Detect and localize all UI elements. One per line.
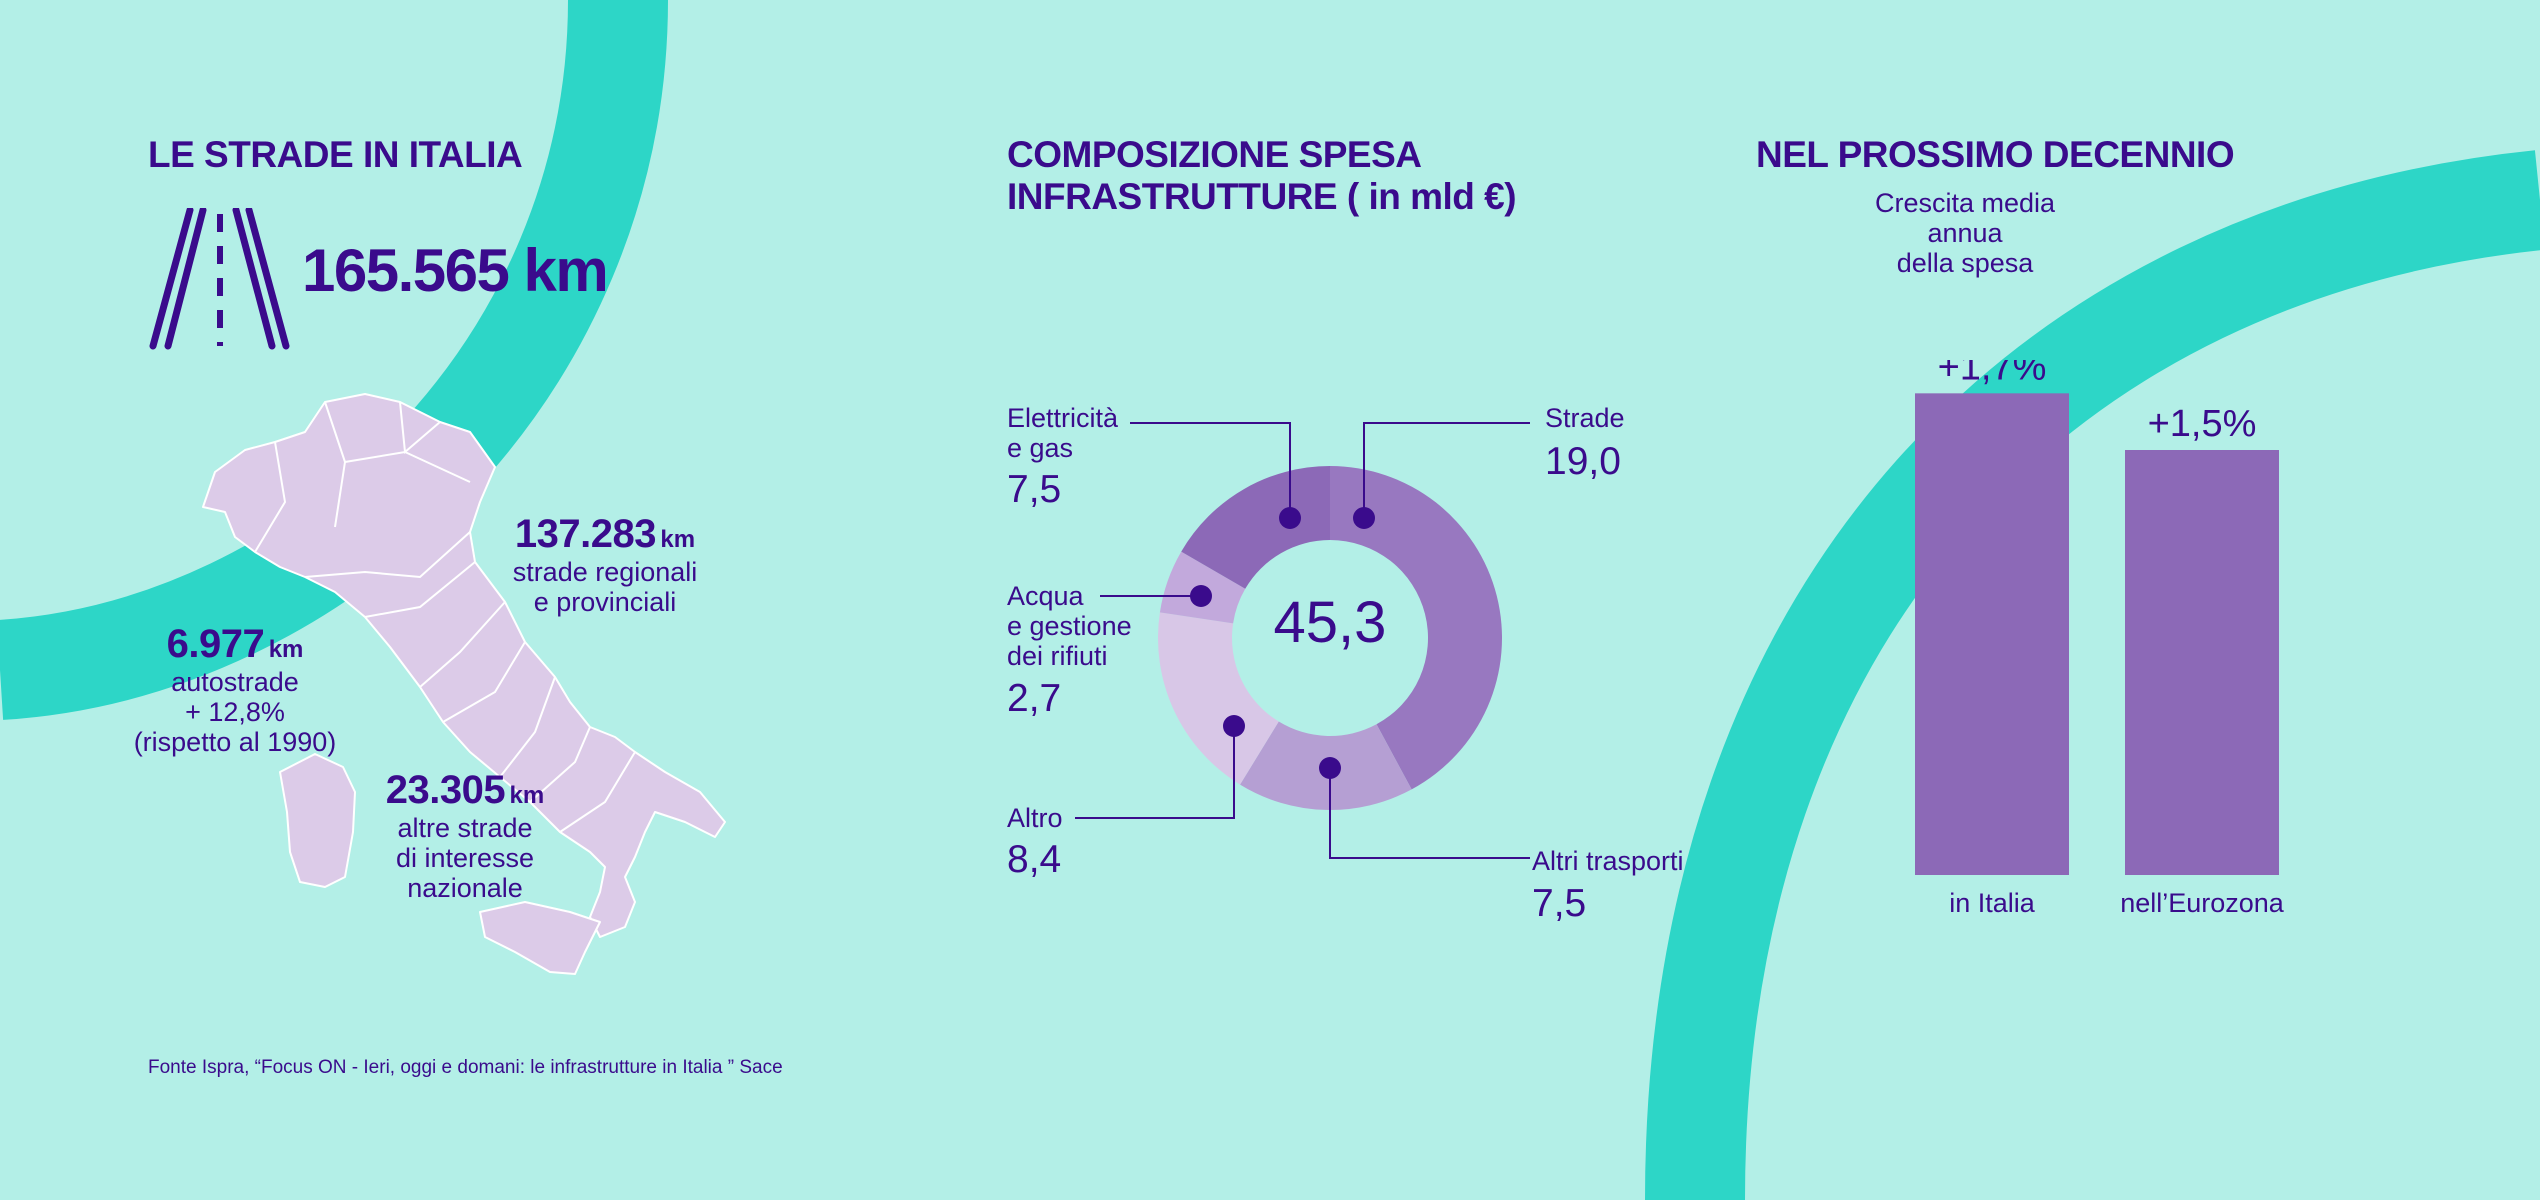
- marker-strade: [1353, 507, 1375, 529]
- donut-slice-altro: [1158, 612, 1279, 785]
- total-km: 165.565 km: [302, 237, 609, 304]
- donut-leader-lines: [1075, 422, 1530, 859]
- stat-regional-unit: km: [660, 526, 696, 553]
- stat-regional-number: 137.283: [514, 512, 657, 556]
- stat-regional-desc2: e provinciali: [533, 587, 677, 617]
- stat-national-number: 23.305: [385, 768, 506, 812]
- stat-national-desc1: altre strade: [397, 813, 533, 843]
- bar-category-label-eurozona: nell’Eurozona: [2120, 888, 2285, 918]
- stat-highways-unit: km: [268, 636, 304, 663]
- source-note: Fonte Ispra, “Focus ON - Ieri, oggi e do…: [148, 1057, 783, 1078]
- stat-regional-desc1: strade regionali: [512, 557, 698, 587]
- label-acqua-1: Acqua: [1007, 581, 1084, 611]
- marker-elettricita: [1279, 507, 1301, 529]
- stat-national-unit: km: [509, 782, 545, 809]
- donut-slice-strade: [1330, 466, 1502, 790]
- stat-highways-desc2: + 12,8%: [185, 697, 285, 727]
- road-icon: [149, 208, 290, 350]
- value-strade: 19,0: [1545, 440, 1621, 483]
- section-title-spending-1: COMPOSIZIONE SPESA: [1007, 134, 1422, 175]
- bar-eurozona: [2125, 450, 2279, 875]
- label-elettricita-1: Elettricità: [1007, 403, 1119, 433]
- marker-acqua: [1190, 585, 1212, 607]
- label-strade: Strade: [1545, 403, 1625, 433]
- stat-national: 23.305 km altre strade di interesse nazi…: [350, 768, 580, 903]
- stat-highways-desc1: autostrade: [171, 667, 299, 697]
- marker-altro: [1223, 715, 1245, 737]
- donut-slices: [1158, 466, 1502, 810]
- bar-group: +1,7% in Italia +1,5% nell’Eurozona: [1915, 360, 2285, 918]
- decade-subtitle-1: Crescita media: [1874, 188, 2056, 218]
- section-title-roads: LE STRADE IN ITALIA: [148, 134, 523, 175]
- leader-altro: [1075, 726, 1235, 819]
- leader-altri: [1329, 768, 1530, 859]
- decade-subtitle-3: della spesa: [1896, 248, 2034, 278]
- stat-highways: 6.977 km autostrade + 12,8% (rispetto al…: [120, 622, 350, 757]
- donut-total: 45,3: [1274, 590, 1387, 655]
- label-acqua-2: e gestione: [1007, 611, 1132, 641]
- bar-value-label-italia: +1,7%: [1938, 360, 2047, 388]
- section-title-spending-2: INFRASTRUTTURE ( in mld €): [1007, 176, 1517, 217]
- value-acqua: 2,7: [1007, 677, 1062, 720]
- label-altro: Altro: [1007, 803, 1063, 833]
- donut-slice-elettricit-e-gas: [1181, 466, 1330, 589]
- donut-markers: [1190, 507, 1375, 779]
- value-elettricita: 7,5: [1007, 468, 1062, 511]
- growth-bar-chart: +1,7% in Italia +1,5% nell’Eurozona: [1915, 360, 2285, 918]
- stat-highways-number: 6.977: [166, 622, 265, 666]
- leader-elettricita: [1130, 422, 1291, 518]
- bar-italia: [1915, 393, 2069, 875]
- bar-category-label-italia: in Italia: [1949, 888, 2036, 918]
- bar-value-label-eurozona: +1,5%: [2148, 403, 2257, 445]
- label-elettricita-2: e gas: [1007, 433, 1074, 463]
- decade-subtitle: Crescita media annua della spesa: [1830, 188, 2100, 278]
- stat-national-desc3: nazionale: [407, 873, 523, 903]
- value-altri-trasporti: 7,5: [1532, 882, 1587, 925]
- decade-subtitle-2: annua: [1927, 218, 2003, 248]
- label-altri-trasporti: Altri trasporti: [1532, 846, 1684, 876]
- section-title-decade: NEL PROSSIMO DECENNIO: [1756, 134, 2235, 175]
- value-altro: 8,4: [1007, 838, 1062, 881]
- label-acqua-3: dei rifiuti: [1007, 641, 1108, 671]
- leader-strade: [1363, 422, 1530, 518]
- marker-altri: [1319, 757, 1341, 779]
- italy-map: [202, 393, 726, 975]
- stat-highways-desc3: (rispetto al 1990): [133, 727, 337, 757]
- stat-regional: 137.283 km strade regionali e provincial…: [500, 512, 710, 617]
- donut-chart: 45,3: [1075, 422, 1530, 859]
- stat-national-desc2: di interesse: [395, 843, 535, 873]
